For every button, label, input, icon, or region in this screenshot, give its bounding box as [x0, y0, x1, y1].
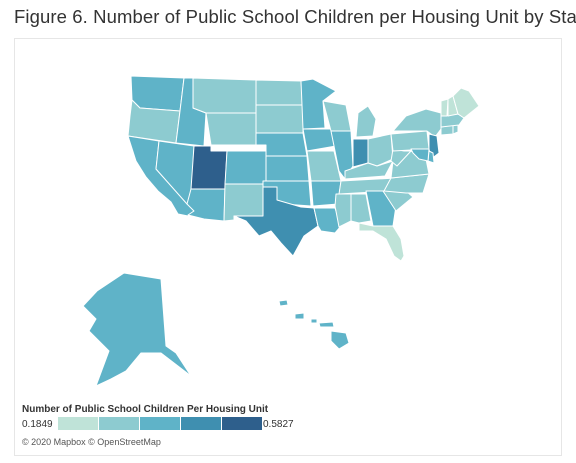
map-frame[interactable] — [14, 38, 562, 456]
legend-min-label: 0.1849 — [22, 419, 53, 430]
state-OH[interactable] — [367, 133, 394, 167]
state-MT[interactable] — [192, 77, 257, 114]
state-PA[interactable] — [390, 130, 430, 152]
legend-title: Number of Public School Children Per Hou… — [22, 404, 269, 415]
state-AZ[interactable] — [186, 188, 226, 222]
state-FL[interactable] — [358, 222, 405, 262]
state-WY[interactable] — [205, 112, 257, 146]
state-KS[interactable] — [265, 155, 310, 182]
state-AL[interactable] — [350, 193, 372, 224]
state-UT[interactable] — [190, 145, 228, 190]
state-AK[interactable] — [82, 272, 192, 387]
state-IN[interactable] — [352, 138, 369, 168]
state-MS[interactable] — [334, 193, 352, 228]
state-NM[interactable] — [223, 183, 264, 222]
figure-title: Figure 6. Number of Public School Childr… — [14, 6, 576, 27]
legend-color-bar — [58, 417, 263, 430]
legend-swatch — [58, 417, 98, 430]
legend-swatch — [181, 417, 221, 430]
map-attribution: © 2020 Mapbox © OpenStreetMap — [22, 437, 161, 447]
state-SD[interactable] — [255, 104, 304, 134]
state-MI[interactable] — [355, 105, 377, 138]
state-WI[interactable] — [322, 100, 352, 132]
state-WA[interactable] — [130, 75, 185, 112]
legend-swatch — [140, 417, 180, 430]
legend-max-label: 0.5827 — [263, 419, 294, 430]
state-TX[interactable] — [233, 186, 319, 257]
state-ME[interactable] — [452, 87, 480, 119]
state-VT[interactable] — [440, 98, 449, 117]
state-ND[interactable] — [255, 79, 304, 106]
legend-swatch — [222, 417, 262, 430]
us-state-map[interactable] — [15, 39, 561, 455]
state-MD[interactable] — [410, 148, 430, 162]
state-HI[interactable] — [278, 299, 350, 350]
state-RI[interactable] — [452, 124, 459, 135]
legend-swatch — [99, 417, 139, 430]
state-CO[interactable] — [224, 150, 267, 185]
